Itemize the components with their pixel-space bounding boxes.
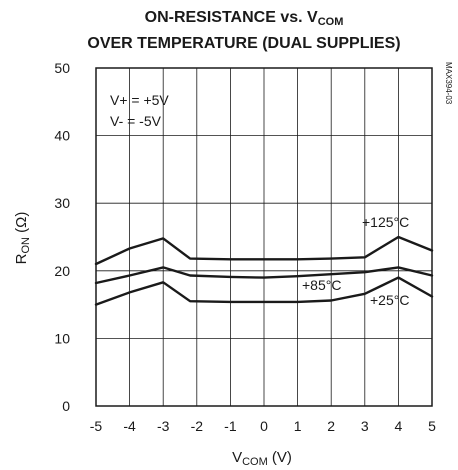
series-label-85c: +85°C bbox=[302, 277, 341, 293]
series-label-25c: +25°C bbox=[370, 292, 409, 308]
supply-annotation-negative: V- = -5V bbox=[110, 113, 162, 129]
x-tick-label-7: 2 bbox=[327, 418, 335, 434]
y-tick-label-0: 0 bbox=[62, 398, 70, 414]
x-tick-label-3: -2 bbox=[191, 418, 204, 434]
y-tick-label-1: 10 bbox=[54, 330, 70, 346]
chart-title-line-1: ON-RESISTANCE vs. VCOM bbox=[145, 9, 344, 28]
part-number-label: MAX394-03 bbox=[444, 62, 453, 105]
y-tick-labels: 0 10 20 30 40 50 bbox=[54, 60, 70, 414]
plot-frame bbox=[95, 67, 433, 407]
x-tick-labels: -5 -4 -3 -2 -1 0 1 2 3 4 5 bbox=[90, 418, 436, 434]
series-label-125c: +125°C bbox=[362, 214, 409, 230]
y-tick-label-2: 20 bbox=[54, 263, 70, 279]
supply-annotation-positive: V+ = +5V bbox=[110, 92, 169, 108]
x-tick-label-0: -5 bbox=[90, 418, 103, 434]
series-line-2 bbox=[94, 276, 434, 306]
x-tick-label-6: 1 bbox=[294, 418, 302, 434]
chart-title-line-2: OVER TEMPERATURE (DUAL SUPPLIES) bbox=[87, 35, 400, 52]
x-tick-label-2: -3 bbox=[157, 418, 170, 434]
y-axis-label: RON (Ω) bbox=[13, 212, 32, 265]
x-tick-label-10: 5 bbox=[428, 418, 436, 434]
y-tick-label-5: 50 bbox=[54, 60, 70, 76]
series-line-1 bbox=[94, 266, 434, 285]
y-tick-label-4: 40 bbox=[54, 128, 70, 144]
x-tick-label-5: 0 bbox=[260, 418, 268, 434]
series-line-0 bbox=[94, 235, 434, 266]
y-tick-label-3: 30 bbox=[54, 195, 70, 211]
x-tick-label-8: 3 bbox=[361, 418, 369, 434]
x-tick-label-1: -4 bbox=[123, 418, 136, 434]
x-tick-label-4: -1 bbox=[224, 418, 237, 434]
series-lines bbox=[94, 235, 434, 306]
x-tick-label-9: 4 bbox=[395, 418, 403, 434]
x-axis-label: VCOM (V) bbox=[232, 449, 292, 468]
